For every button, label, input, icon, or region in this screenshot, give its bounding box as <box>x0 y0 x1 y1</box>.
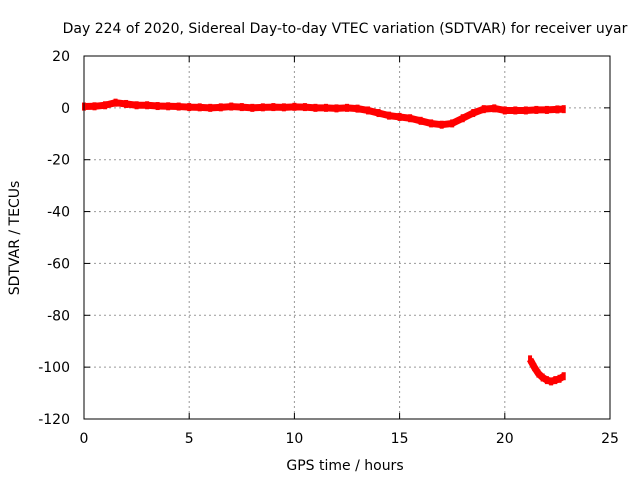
series-1-point <box>492 104 497 113</box>
series-2-point <box>557 374 562 383</box>
series-1-point <box>555 105 560 114</box>
series-1-point <box>355 104 360 113</box>
series-1-point <box>513 106 518 115</box>
series-1-point <box>176 102 181 111</box>
x-tick-label: 20 <box>496 431 514 447</box>
tick-labels: 0 5 10 15 20 25 20 0 -20 -40 -60 -80 -100 -120 <box>38 49 619 447</box>
plot-frame <box>83 55 611 420</box>
chart-title: Day 224 of 2020, Sidereal Day-to-day VTE… <box>63 21 628 37</box>
series-2-point <box>544 376 549 385</box>
series-1-point <box>166 102 171 111</box>
series-1-point <box>292 102 297 111</box>
x-tick-label: 0 <box>80 431 89 447</box>
series-1-point <box>397 112 402 121</box>
x-tick-label: 25 <box>601 431 619 447</box>
x-tick-label: 15 <box>391 431 409 447</box>
series-1-point <box>429 119 434 128</box>
series-2-point <box>561 372 566 381</box>
series-1-point <box>229 102 234 111</box>
series-1-point <box>103 101 108 110</box>
series-2-point <box>540 373 545 382</box>
series-1-point <box>450 119 455 128</box>
y-tick-label: -100 <box>38 360 70 376</box>
series-1-point <box>250 103 255 112</box>
series-1-point <box>124 99 129 108</box>
series-1-point <box>134 101 139 110</box>
series-1-point <box>260 103 265 112</box>
series-1-point <box>345 103 349 112</box>
series-1-point <box>302 103 307 112</box>
series-1-point <box>187 103 192 112</box>
series-1-point <box>471 109 476 118</box>
x-tick-label: 10 <box>285 431 303 447</box>
series-1-point <box>481 105 486 114</box>
series-1-point <box>439 120 444 129</box>
series-1-point <box>502 106 507 115</box>
series-1-point <box>544 105 549 114</box>
series-2-point <box>549 377 554 386</box>
x-tick-label: 5 <box>185 431 194 447</box>
series-1-point <box>239 103 244 112</box>
series-1-point <box>92 102 97 111</box>
series-2-point <box>532 363 537 372</box>
series-1-point <box>323 103 328 112</box>
series-1-point <box>313 103 318 112</box>
series-1-point <box>366 106 371 115</box>
series-1-point <box>155 102 160 111</box>
x-axis-label: GPS time / hours <box>286 458 403 474</box>
series-1-point <box>376 109 381 118</box>
series-2-point <box>553 376 558 385</box>
y-tick-label: 0 <box>61 101 70 117</box>
series-1-point <box>561 105 566 114</box>
series-1-point <box>460 114 465 123</box>
series-1-point <box>334 104 339 113</box>
series-1-point <box>113 98 118 107</box>
y-tick-label: -20 <box>47 153 70 169</box>
series-2-point <box>528 355 533 364</box>
series-1-point <box>218 103 223 112</box>
y-tick-label: -40 <box>47 205 70 221</box>
series-1-point <box>208 103 213 112</box>
y-tick-label: -60 <box>47 256 70 272</box>
series-1-point <box>145 101 150 110</box>
series-1-point <box>387 111 392 120</box>
y-tick-label: -120 <box>38 412 70 428</box>
series-1-point <box>197 103 202 112</box>
data-series <box>82 98 566 386</box>
series-1-point <box>281 103 286 112</box>
series-1-point <box>271 103 276 112</box>
series-1-point <box>418 116 423 125</box>
y-axis-label: SDTVAR / TECUs <box>7 181 23 296</box>
y-tick-label: 20 <box>52 49 70 65</box>
series-2-point <box>536 369 541 378</box>
series-1-point <box>523 106 528 115</box>
series-1-point <box>534 105 539 114</box>
series-1-point <box>408 114 413 123</box>
y-tick-label: -80 <box>47 308 70 324</box>
